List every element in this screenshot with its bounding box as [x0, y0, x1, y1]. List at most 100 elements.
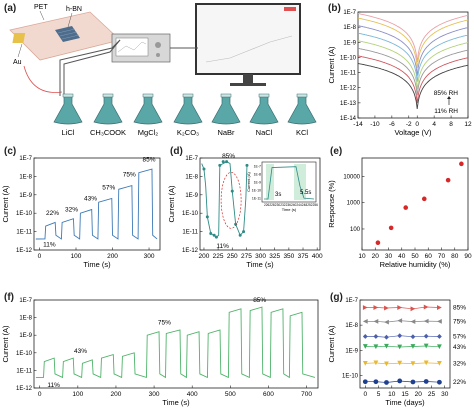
ytick-label: 1E-10	[16, 351, 33, 357]
xtick-label: 400	[187, 391, 198, 398]
xtick-label: -6	[389, 121, 395, 128]
x-axis-label: Voltage (V)	[394, 128, 432, 137]
inset-trace	[264, 166, 315, 200]
cable-to-sensor	[59, 39, 121, 96]
ytick-label: 1E-10	[342, 373, 359, 379]
panel-label-f: (f)	[4, 292, 14, 303]
ytick-label: 1E-12	[16, 386, 33, 392]
inset-fall-label: 5.5s	[300, 190, 311, 196]
instrument-screen	[115, 37, 149, 57]
ytick-label: 1000	[347, 201, 361, 207]
schematic-illustration: PET h-BN Au LiCl CH₃COOK MgCl₂ K₂CO₃ NaBr NaC…	[9, 3, 317, 137]
xtick-label: 0	[415, 121, 419, 128]
panel-label-g: (g)	[330, 292, 343, 303]
y-axis-label: Current (A)	[328, 46, 336, 84]
series-label-0: 85%	[453, 305, 466, 312]
flask-neck-6	[296, 93, 308, 98]
marker-0-5	[423, 304, 429, 310]
xtick-label: 30	[441, 391, 449, 398]
panel-label-d: (d)	[170, 146, 183, 157]
ytick-label: 1E-7	[185, 156, 198, 162]
rh-label-2: 75%	[158, 320, 171, 327]
chart-f: 1E-7 1E-8 1E-9 1E-10 1E-11 1E-12 0 100 200 300 400…	[1, 297, 319, 407]
marker-4-1	[373, 360, 379, 366]
marker-3-5	[423, 343, 429, 349]
series-label-3: 43%	[453, 344, 466, 351]
data-point-7	[225, 160, 229, 164]
hbn-sensor	[55, 26, 80, 42]
ytick-label: 1E-9	[19, 193, 32, 199]
y-axis-label: Current (A)	[1, 325, 10, 363]
iv-curve-0	[357, 13, 469, 63]
ytick-label: 1E-7	[345, 298, 358, 304]
au-leader-line	[17, 43, 23, 58]
x-axis-label: Time (s)	[246, 260, 274, 269]
xtick-label: 30	[385, 253, 393, 260]
iv-curve-6	[357, 55, 469, 103]
monitor-stand	[243, 74, 253, 83]
marker-5-6	[437, 379, 442, 385]
inset-xtick: 248	[302, 203, 308, 207]
xtick-label: 600	[263, 391, 274, 398]
current-trace	[35, 168, 158, 240]
data-point-9	[234, 222, 238, 226]
xtick-label: 25	[428, 391, 436, 398]
data-point-1	[205, 215, 209, 219]
ytick-label: 10000	[343, 174, 360, 180]
rh-arrowhead	[447, 96, 451, 99]
marker-3-0	[362, 344, 368, 349]
zoom-ellipse	[220, 171, 242, 229]
marker-3-3	[397, 344, 403, 350]
xtick-label: 20	[372, 253, 380, 260]
xtick-label: 350	[283, 253, 294, 260]
marker-0-4	[410, 306, 416, 312]
chart-g: 1E-7 1E-8 1E-9 1E-10 0 5 10 15 20 25 30 Time (days)…	[327, 298, 466, 407]
iv-curve-5	[357, 47, 469, 96]
data-point-5	[218, 163, 222, 167]
pet-leader-line	[39, 10, 45, 21]
inset-ytick: 1E-10	[252, 189, 261, 193]
xtick-label: 60	[425, 253, 433, 260]
ytick-label: 1E-7	[19, 156, 32, 162]
marker-4-4	[410, 361, 416, 367]
y-axis-label: Response (%)	[327, 180, 336, 228]
panel-label-b: (b)	[328, 3, 341, 14]
xtick-label: 275	[241, 253, 252, 260]
marker-2-3	[397, 333, 403, 339]
ytick-label: 1E-8	[19, 174, 32, 180]
pet-label: PET	[34, 4, 48, 11]
hbn-label: h-BN	[66, 6, 82, 13]
xtick-label: 200	[111, 391, 122, 398]
salt-label-2: MgCl₂	[138, 128, 159, 137]
au-label: Au	[13, 59, 22, 66]
ytick-label: 1E-12	[182, 248, 199, 254]
marker-3-4	[410, 344, 416, 349]
marker-5-4	[410, 379, 416, 385]
ytick-label: 1E-9	[19, 333, 32, 339]
iv-curve-3	[357, 32, 469, 82]
flask-neck-4	[220, 93, 232, 98]
marker-4-0	[362, 360, 368, 366]
hbn-leader-line	[67, 12, 73, 28]
ytick-label: 1E-7	[343, 10, 356, 16]
xtick-label: 300	[255, 253, 266, 260]
plot-frame	[33, 157, 161, 251]
marker-5-2	[384, 380, 389, 385]
xtick-label: 325	[269, 253, 280, 260]
series-label-1: 75%	[453, 318, 466, 325]
xtick-label: 80	[451, 253, 459, 260]
data-point-10	[238, 233, 242, 237]
marker-1-3	[397, 318, 403, 324]
plot-frame	[33, 299, 319, 389]
ytick-label: 1E-11	[16, 230, 32, 236]
xtick-label: 50	[411, 253, 419, 260]
rh-label-1: 22%	[46, 210, 59, 217]
marker-1-5	[423, 318, 429, 324]
response-point-0	[375, 240, 381, 246]
marker-0-3	[397, 305, 403, 310]
xtick-label: 0	[38, 391, 42, 398]
xtick-label: 100	[71, 253, 82, 260]
ytick-label: 1E-12	[340, 86, 357, 92]
inset-xtick: 240	[291, 203, 297, 207]
flask-2	[133, 95, 163, 125]
